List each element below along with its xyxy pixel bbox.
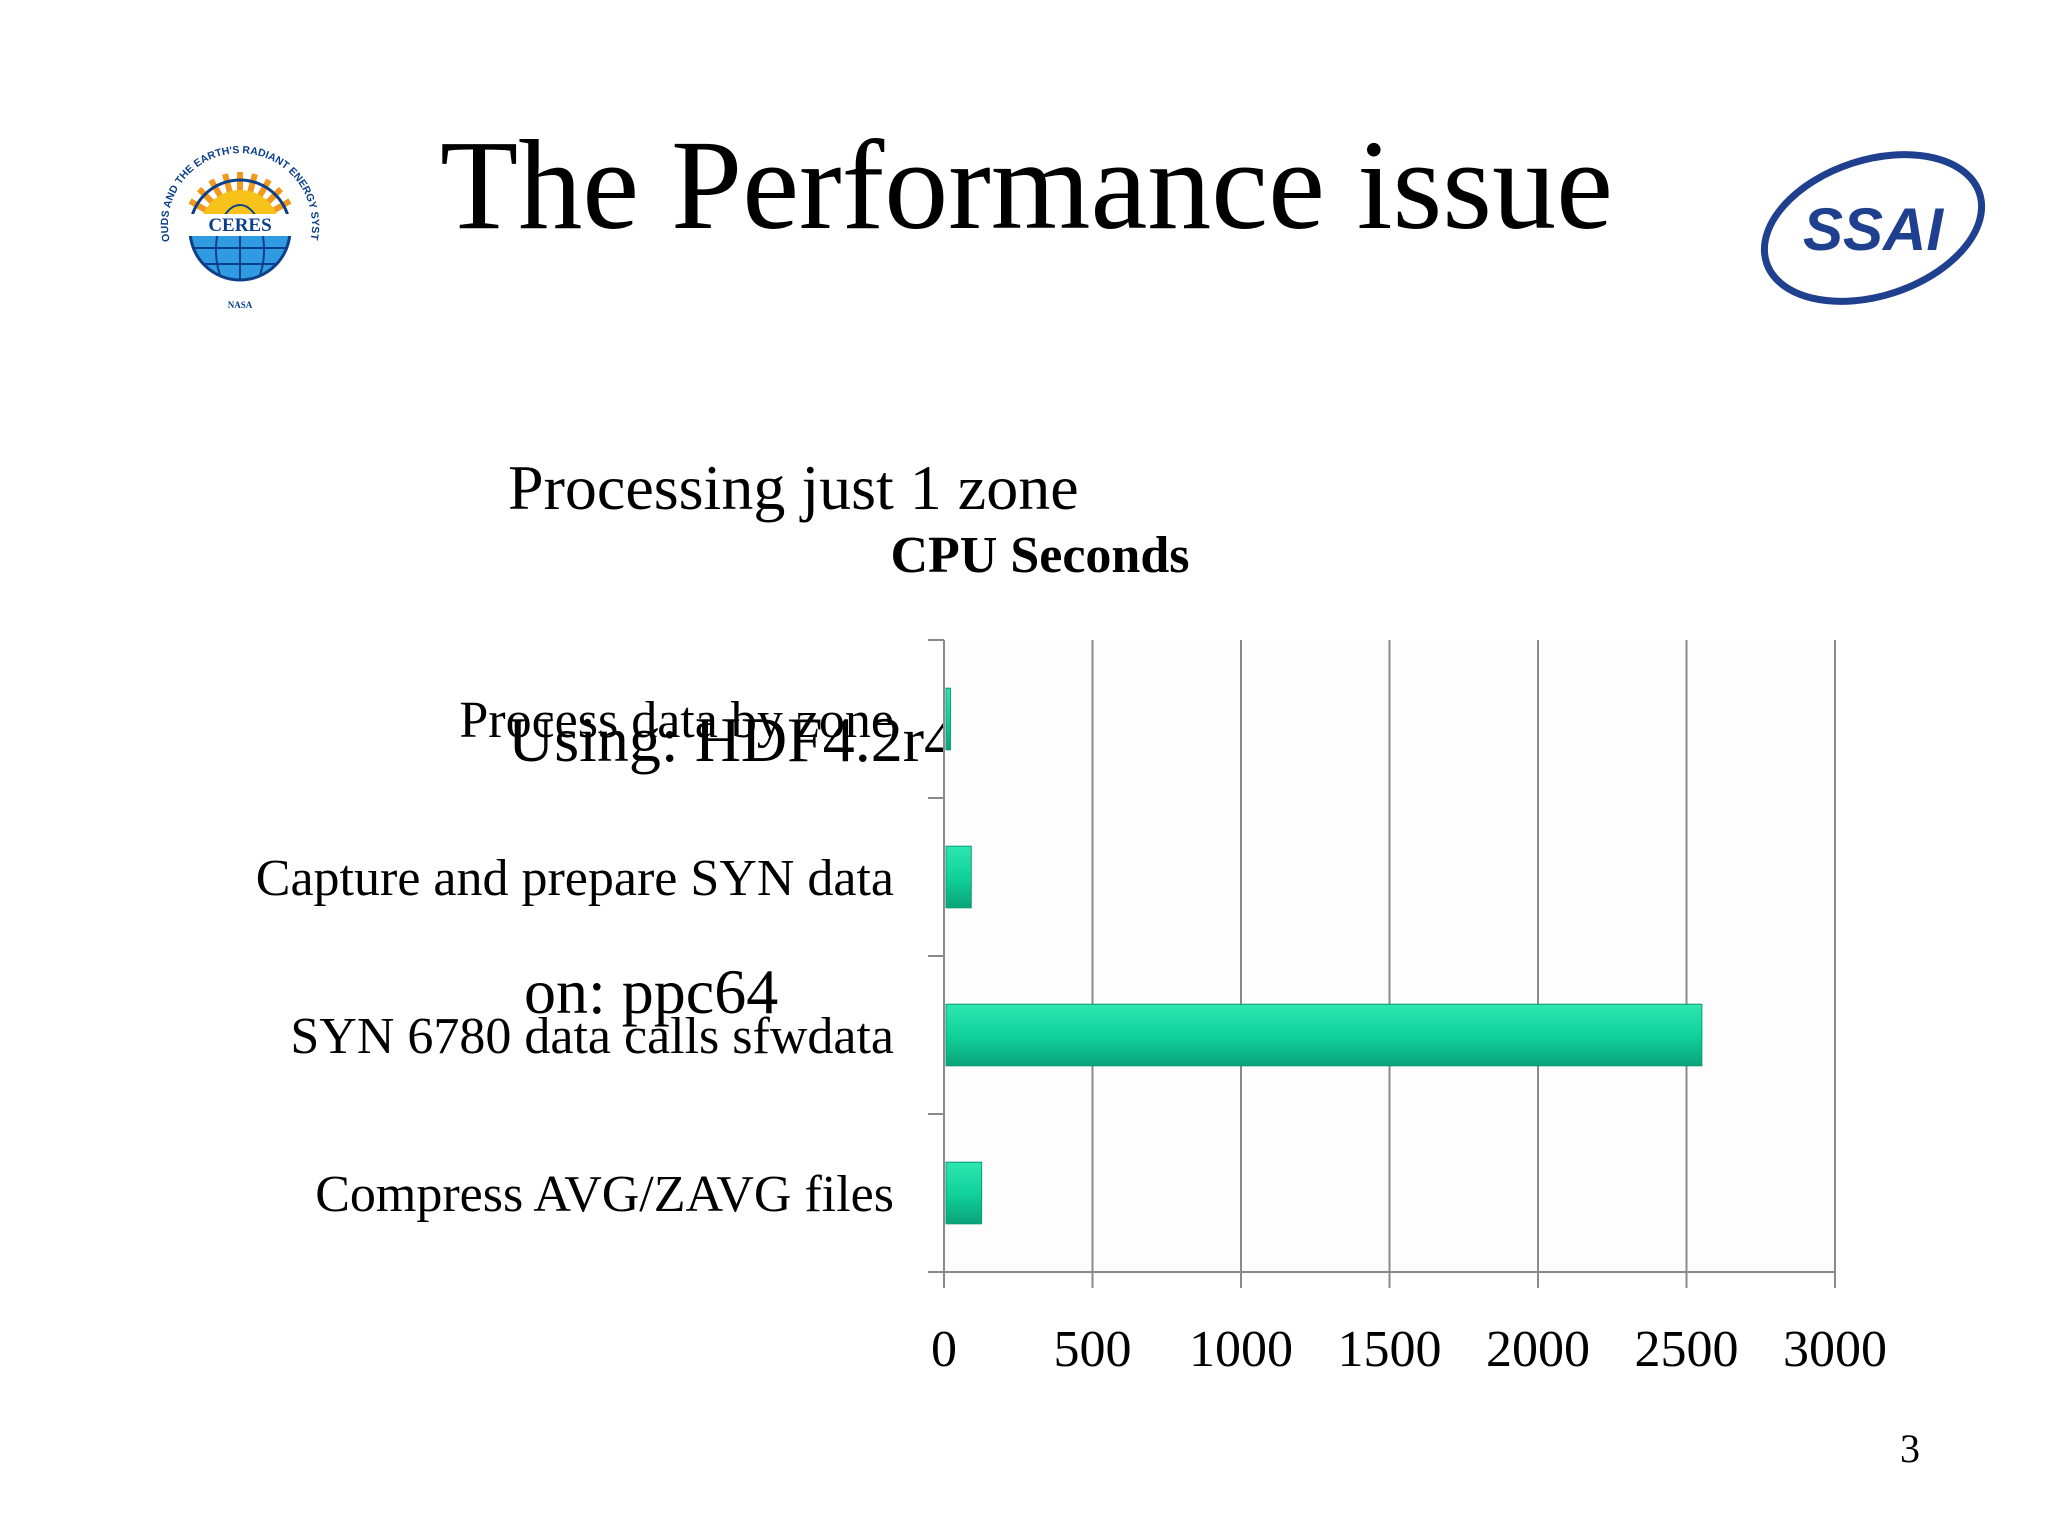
subtitle-line-2: Using: HDF4.2r4 [508,704,957,775]
x-tick-label: 0 [931,1321,957,1378]
chart-plot-area: 0 500 1000 1500 2000 2500 3000 Process data by … [256,639,1887,1378]
category-label: SYN 6780 data calls sfwdata [290,1008,894,1065]
bar [945,687,951,751]
subtitle-block: Processing just 1 zone Using: HDF4.2r4 o… [508,278,1079,1118]
x-tick-label: 1000 [1189,1321,1293,1378]
page-number: 3 [1900,1426,1920,1471]
ceres-nasa-text: NASA [228,300,253,310]
subtitle-line-3: on: ppc64 [508,956,779,1027]
cpu-seconds-chart: CPU Seconds 0 500 1000 1500 2000 2500 3000 Proc… [256,527,1887,1378]
x-tick-label: 2500 [1635,1321,1739,1378]
slide-title: The Performance issue [440,114,1613,256]
category-label: Process data by zone [459,692,894,749]
x-tick-label: 1500 [1338,1321,1442,1378]
subtitle-line-1: Processing just 1 zone [508,452,1079,523]
bar [945,1161,983,1225]
category-label: Capture and prepare SYN data [256,850,894,907]
ceres-logo-label: CERES [208,215,271,236]
chart-title: CPU Seconds [890,527,1189,584]
x-tick-label: 3000 [1783,1321,1887,1378]
ssai-logo: SSAI [1760,151,1986,305]
bar [945,1003,1703,1067]
category-label: Compress AVG/ZAVG files [315,1166,894,1223]
bar [945,845,972,909]
ssai-logo-label: SSAI [1803,196,1944,263]
x-tick-label: 500 [1054,1321,1132,1378]
x-tick-label: 2000 [1486,1321,1590,1378]
ceres-logo: CERES CLOUDS AND THE EARTH'S RADIANT ENE… [145,130,328,318]
